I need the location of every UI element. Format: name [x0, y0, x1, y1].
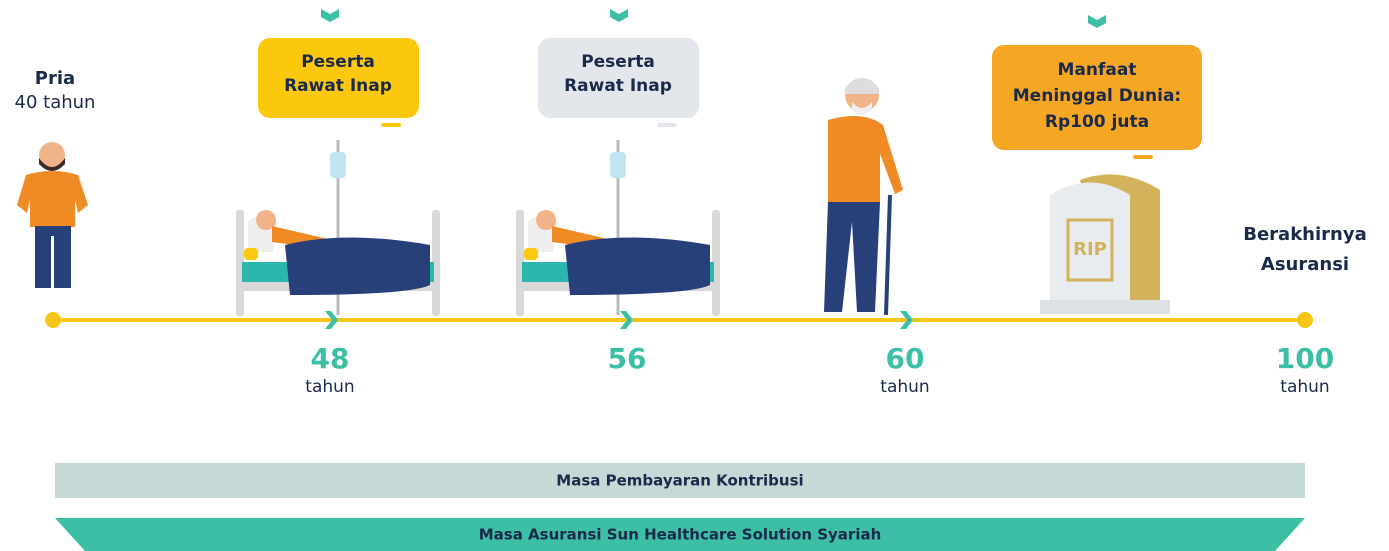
bubble-text: Peserta: [301, 52, 375, 72]
infographic: Pria 40 tahun Peserta Rawat Inap Peserta…: [0, 0, 1389, 551]
milestone-unit: tahun: [880, 377, 929, 397]
elderly-figure: [824, 78, 903, 315]
bubble-text: Meninggal Dunia:: [1013, 86, 1181, 106]
tombstone: RIP: [1040, 174, 1170, 314]
bubble: Peserta Rawat Inap: [538, 9, 699, 127]
bubble-text: Manfaat: [1058, 60, 1137, 80]
bubble: Manfaat Meninggal Dunia: Rp100 juta: [992, 15, 1202, 159]
bubble: Peserta Rawat Inap: [258, 9, 419, 127]
tombstone-text: RIP: [1073, 239, 1107, 260]
milestone-age: 56: [608, 342, 647, 375]
bubble-text: Rawat Inap: [284, 76, 392, 96]
hospital-bed: [516, 140, 720, 316]
person-age: 40 tahun: [15, 92, 96, 113]
milestone-age: 60: [886, 342, 925, 375]
end-label: Berakhirnya: [1243, 224, 1366, 245]
hospital-bed: [236, 140, 440, 316]
person-figure: Pria 40 tahun: [15, 68, 96, 288]
bubble-text: Rawat Inap: [564, 76, 672, 96]
period-label: Masa Asuransi Sun Healthcare Solution Sy…: [479, 526, 882, 544]
bubble-text: Peserta: [581, 52, 655, 72]
person-label: Pria: [35, 68, 75, 89]
milestone-unit: tahun: [1280, 377, 1329, 397]
milestone-unit: tahun: [305, 377, 354, 397]
milestone-age: 48: [311, 342, 350, 375]
milestone-age: 100: [1276, 342, 1334, 375]
end-label: Asuransi: [1261, 254, 1349, 275]
bubble-text: Rp100 juta: [1045, 112, 1149, 132]
period-label: Masa Pembayaran Kontribusi: [556, 472, 803, 490]
